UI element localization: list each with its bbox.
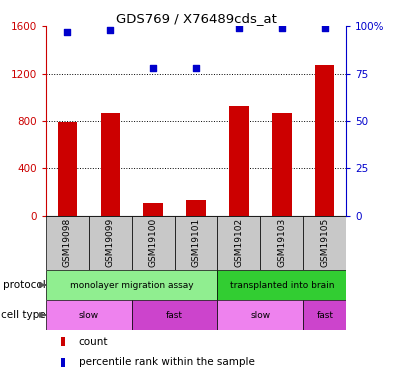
Bar	[175, 216, 217, 270]
Text: slow: slow	[79, 310, 99, 320]
Bar	[260, 216, 303, 270]
Point	[236, 25, 242, 31]
Bar	[315, 65, 334, 216]
Bar	[46, 300, 132, 330]
Text: monolayer migration assay: monolayer migration assay	[70, 280, 193, 290]
Bar	[89, 216, 132, 270]
Bar	[272, 112, 291, 216]
Bar	[229, 105, 249, 216]
Text: GSM19101: GSM19101	[191, 218, 201, 267]
Bar	[61, 337, 65, 346]
Bar	[217, 270, 346, 300]
Bar	[101, 112, 120, 216]
Text: percentile rank within the sample: percentile rank within the sample	[79, 357, 255, 367]
Bar	[132, 300, 217, 330]
Bar	[58, 122, 77, 216]
Text: GSM19099: GSM19099	[105, 218, 115, 267]
Bar	[132, 216, 175, 270]
Bar	[61, 358, 65, 367]
Point	[150, 65, 156, 71]
Bar	[303, 300, 346, 330]
Text: protocol: protocol	[3, 280, 46, 290]
Text: GSM19098: GSM19098	[63, 218, 72, 267]
Bar	[143, 202, 163, 216]
Bar	[46, 216, 89, 270]
Bar	[46, 270, 217, 300]
Point	[64, 29, 70, 35]
Text: transplanted into brain: transplanted into brain	[230, 280, 334, 290]
Text: fast: fast	[316, 310, 333, 320]
Text: count: count	[79, 336, 108, 346]
Bar	[186, 200, 206, 216]
Point	[279, 25, 285, 31]
Text: GSM19105: GSM19105	[320, 218, 329, 267]
Text: GSM19103: GSM19103	[277, 218, 287, 267]
Text: slow: slow	[250, 310, 271, 320]
Point	[107, 27, 113, 33]
Text: cell type: cell type	[1, 310, 46, 320]
Bar	[217, 216, 260, 270]
Point	[193, 65, 199, 71]
Point	[322, 25, 328, 31]
Text: GSM19100: GSM19100	[148, 218, 158, 267]
Text: GSM19102: GSM19102	[234, 218, 244, 267]
Text: fast: fast	[166, 310, 183, 320]
Bar	[217, 300, 303, 330]
Title: GDS769 / X76489cds_at: GDS769 / X76489cds_at	[115, 12, 277, 25]
Bar	[303, 216, 346, 270]
